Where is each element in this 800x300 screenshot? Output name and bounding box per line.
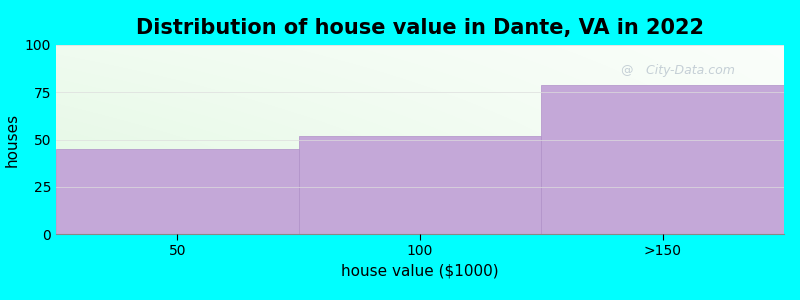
Bar: [56, 149, 298, 234]
Y-axis label: houses: houses: [4, 112, 19, 166]
Text: City-Data.com: City-Data.com: [638, 64, 735, 77]
Text: @: @: [620, 64, 633, 77]
Bar: [298, 136, 542, 234]
Bar: [542, 85, 784, 234]
X-axis label: house value ($1000): house value ($1000): [341, 264, 499, 279]
Title: Distribution of house value in Dante, VA in 2022: Distribution of house value in Dante, VA…: [136, 18, 704, 38]
